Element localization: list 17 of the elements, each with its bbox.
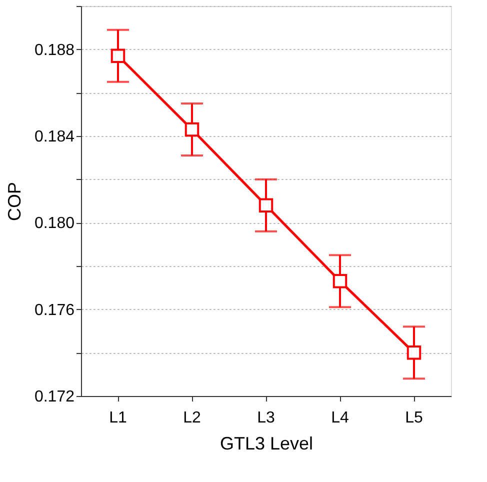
x-tick-label: L5 (405, 410, 423, 426)
x-tick-label: L4 (331, 410, 349, 426)
point (406, 346, 422, 360)
point (332, 274, 348, 288)
y-axis-title: COP (4, 182, 24, 222)
point (184, 122, 200, 137)
x-axis-title: GTL3 Level (220, 434, 314, 454)
y-tick-label: 0.184 (34, 128, 75, 146)
y-tick-label: 0.188 (34, 42, 75, 59)
x-tick-label: L3 (257, 410, 275, 426)
y-tick-label: 0.172 (34, 388, 75, 406)
point (110, 48, 126, 63)
y-tick-label: 0.176 (34, 302, 75, 319)
y-tick-label: 0.180 (34, 215, 75, 232)
x-tick-label: L1 (109, 410, 127, 426)
point (258, 198, 274, 212)
x-tick-label: L2 (183, 410, 201, 426)
